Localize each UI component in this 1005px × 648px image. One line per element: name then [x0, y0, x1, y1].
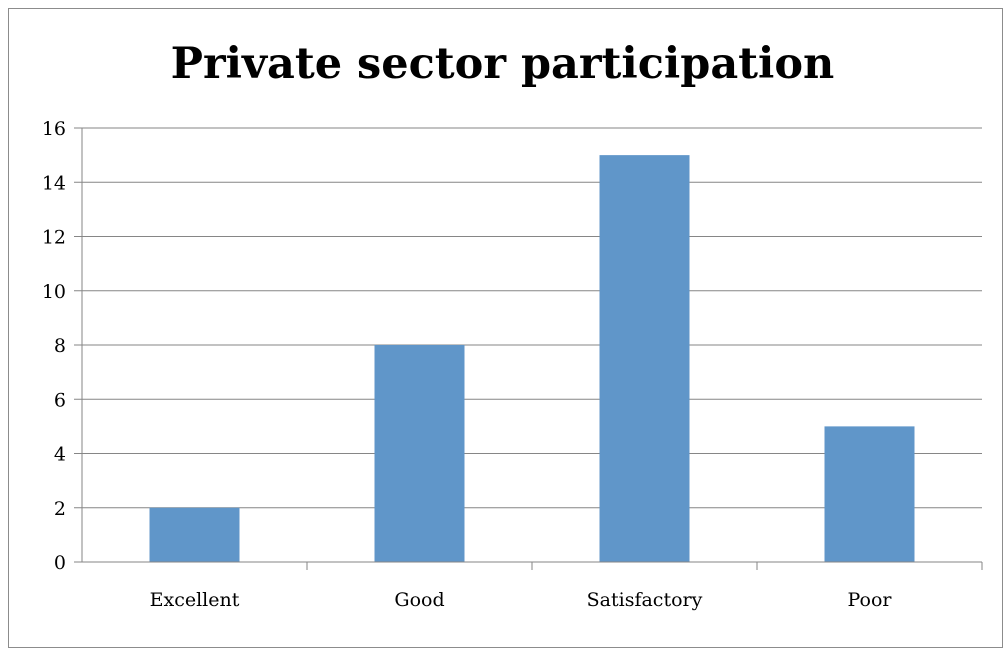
- bar-poor: [824, 426, 915, 562]
- y-tick-label: 8: [54, 335, 66, 357]
- gridlines: [74, 127, 982, 509]
- y-tick-label: 10: [42, 281, 66, 303]
- x-tick-label: Good: [394, 589, 444, 611]
- x-tick-labels: Excellent Good Satisfactory Poor: [150, 589, 893, 611]
- y-tick-labels: 0 2 4 6 8 10 12 14 16: [42, 118, 66, 574]
- y-tick-label: 6: [54, 389, 66, 411]
- bar-satisfactory: [599, 155, 690, 562]
- bars: [149, 155, 915, 562]
- y-tick-label: 4: [54, 444, 66, 466]
- axes: [74, 128, 983, 570]
- bar-good: [374, 345, 465, 562]
- y-tick-label: 14: [42, 172, 66, 194]
- y-tick-label: 0: [54, 552, 66, 574]
- x-tick-label: Poor: [848, 589, 893, 611]
- y-tick-label: 16: [42, 118, 66, 140]
- x-tick-label: Satisfactory: [587, 589, 703, 611]
- chart-title: Private sector participation: [170, 39, 835, 89]
- bar-chart: 0 2 4 6 8 10 12 14 16 Excellent Good Satisfactory P…: [42, 118, 983, 611]
- y-tick-label: 2: [54, 498, 66, 520]
- bar-excellent: [149, 507, 240, 562]
- y-tick-label: 12: [42, 227, 66, 249]
- x-tick-label: Excellent: [150, 589, 240, 611]
